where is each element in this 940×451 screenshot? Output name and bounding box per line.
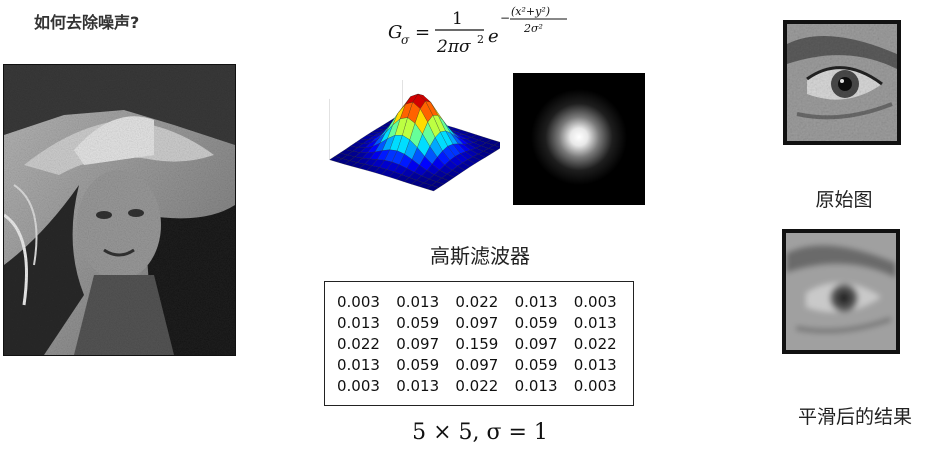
kernel-row: 0.013 0.059 0.097 0.059 0.013 [337, 354, 633, 375]
kernel-cell: 0.059 [514, 355, 558, 374]
surface-patch [425, 185, 440, 192]
kernel-cell: 0.097 [396, 334, 440, 353]
kernel-cell: 0.003 [337, 292, 380, 311]
kernel-cell: 0.013 [573, 355, 617, 374]
kernel-row: 0.003 0.013 0.022 0.013 0.003 [337, 375, 633, 396]
kernel-cell: 0.003 [573, 376, 617, 395]
kernel-cell: 0.013 [337, 313, 380, 332]
kernel-cell: 0.013 [396, 292, 440, 311]
kernel-row: 0.013 0.059 0.097 0.059 0.013 [337, 312, 633, 333]
kernel-cell: 0.013 [337, 355, 380, 374]
original-caption: 原始图 [815, 189, 873, 211]
kernel-row: 0.022 0.097 0.159 0.097 0.022 [337, 333, 633, 354]
svg-text:=: = [415, 22, 430, 43]
kernel-matrix: 0.003 0.013 0.022 0.013 0.003 0.013 0.05… [324, 281, 634, 406]
formula-exp-denominator: 2σ² [523, 22, 543, 35]
original-eye-image [783, 20, 901, 145]
gaussian-surface-plot [328, 52, 507, 206]
formula-lhs-sub: σ [401, 33, 410, 47]
kernel-cell: 0.003 [337, 376, 380, 395]
page-title: 如何去除噪声? [34, 13, 140, 32]
smoothed-eye-image [776, 223, 906, 363]
kernel-size-label: 5 × 5, σ = 1 [412, 420, 548, 445]
kernel-cell: 0.013 [514, 376, 558, 395]
kernel-cell: 0.022 [573, 334, 617, 353]
gaussian-heatmap [513, 73, 645, 205]
noisy-image [3, 64, 236, 356]
formula-lhs: G [388, 22, 402, 43]
kernel-cell: 0.059 [514, 313, 558, 332]
formula-denominator: 2πσ [436, 37, 471, 57]
kernel-cell: 0.059 [396, 313, 440, 332]
kernel-cell: 0.022 [455, 292, 499, 311]
svg-text:−: − [500, 11, 510, 25]
kernel-row: 0.003 0.013 0.022 0.013 0.003 [337, 291, 633, 312]
formula-base: e [488, 26, 499, 47]
kernel-cell: 0.097 [455, 355, 499, 374]
formula-numerator: 1 [452, 9, 463, 29]
kernel-cell: 0.022 [337, 334, 380, 353]
smoothed-caption: 平滑后的结果 [797, 406, 912, 428]
filter-name-label: 高斯滤波器 [430, 244, 530, 268]
kernel-cell: 0.003 [573, 292, 617, 311]
kernel-cell: 0.013 [573, 313, 617, 332]
kernel-cell: 0.013 [396, 376, 440, 395]
kernel-cell: 0.013 [514, 292, 558, 311]
kernel-cell: 0.097 [455, 313, 499, 332]
kernel-cell: 0.159 [455, 334, 499, 353]
kernel-cell: 0.097 [514, 334, 558, 353]
gaussian-formula: G σ = 1 2πσ 2 e − (x²+y²) 2σ² [380, 0, 610, 60]
kernel-table: 0.003 0.013 0.022 0.013 0.003 0.013 0.05… [337, 291, 633, 396]
formula-denominator-sup: 2 [477, 33, 484, 46]
kernel-cell: 0.022 [455, 376, 499, 395]
formula-exp-numerator: (x²+y²) [511, 5, 550, 18]
kernel-cell: 0.059 [396, 355, 440, 374]
